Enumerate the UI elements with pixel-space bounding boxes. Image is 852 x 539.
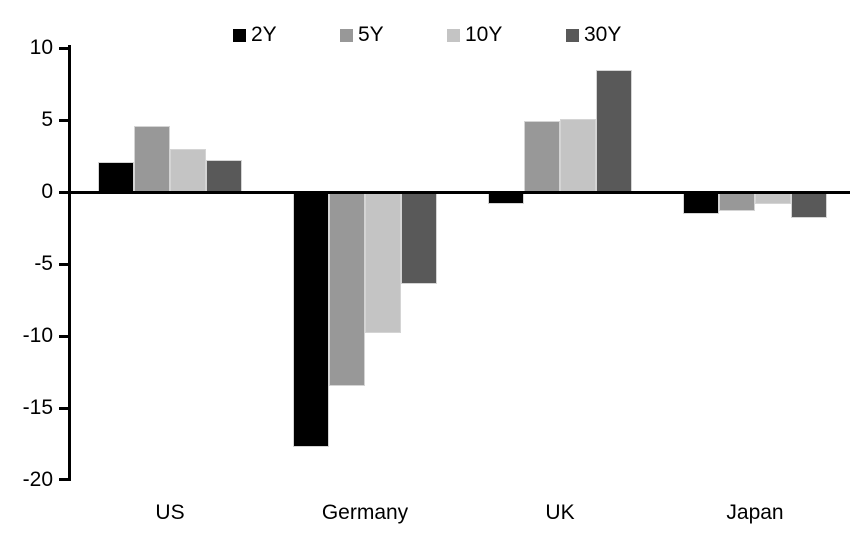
- y-axis-tick: [59, 46, 68, 50]
- y-axis-tick-label: -5: [34, 252, 53, 275]
- y-axis-line: [68, 45, 71, 481]
- bar-japan-5y: [719, 192, 755, 211]
- y-axis-tick-label: 10: [29, 36, 53, 59]
- bar-us-2y: [98, 161, 134, 192]
- bar-us-30y: [206, 160, 242, 192]
- bar-japan-10y: [755, 192, 791, 204]
- y-axis-tick-label: -15: [22, 396, 53, 419]
- legend-swatch-icon: [233, 28, 246, 42]
- y-axis-tick: [59, 262, 68, 266]
- bar-germany-30y: [401, 192, 437, 285]
- category-label-uk: UK: [545, 501, 575, 524]
- legend-label: 30Y: [584, 23, 622, 46]
- legend-item-5y: 5Y: [340, 22, 384, 48]
- bar-japan-2y: [683, 192, 719, 214]
- category-label-us: US: [155, 501, 185, 524]
- bar-germany-10y: [365, 192, 401, 334]
- bar-uk-5y: [524, 121, 560, 192]
- y-axis-tick-label: 5: [41, 108, 53, 131]
- y-axis-tick-label: 0: [41, 180, 53, 203]
- y-axis-tick-label: -20: [22, 468, 53, 491]
- y-axis-tick-label: -10: [22, 324, 53, 347]
- category-label-germany: Germany: [321, 501, 409, 524]
- bar-germany-2y: [293, 192, 329, 447]
- legend-swatch-icon: [566, 28, 579, 42]
- bar-japan-30y: [791, 192, 827, 218]
- legend-label: 5Y: [358, 23, 384, 46]
- y-axis-tick: [59, 478, 68, 481]
- y-axis-tick: [59, 406, 68, 410]
- bar-uk-30y: [596, 69, 632, 192]
- legend-item-10y: 10Y: [447, 22, 502, 48]
- bar-uk-10y: [560, 118, 596, 192]
- legend-item-2y: 2Y: [233, 22, 277, 48]
- category-label-japan: Japan: [726, 501, 784, 524]
- y-axis-tick: [59, 190, 68, 194]
- bar-germany-5y: [329, 192, 365, 387]
- bar-uk-2y: [488, 192, 524, 204]
- legend-item-30y: 30Y: [566, 22, 621, 48]
- legend-swatch-icon: [340, 28, 353, 42]
- x-axis-zero-line: [68, 190, 850, 194]
- bar-us-10y: [170, 148, 206, 192]
- y-axis-tick: [59, 118, 68, 122]
- y-axis-tick: [59, 334, 68, 338]
- legend-swatch-icon: [447, 28, 460, 42]
- bar-us-5y: [134, 125, 170, 192]
- legend-label: 10Y: [465, 23, 503, 46]
- legend-label: 2Y: [251, 23, 277, 46]
